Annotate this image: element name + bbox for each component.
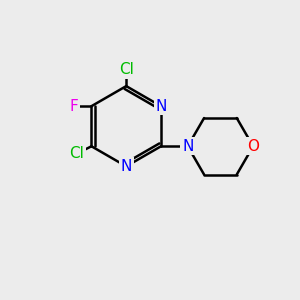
Text: F: F bbox=[69, 99, 78, 114]
Text: Cl: Cl bbox=[69, 146, 84, 161]
Text: Cl: Cl bbox=[119, 62, 134, 77]
Text: N: N bbox=[155, 99, 167, 114]
Text: N: N bbox=[121, 159, 132, 174]
Text: O: O bbox=[247, 139, 259, 154]
Text: N: N bbox=[182, 139, 194, 154]
